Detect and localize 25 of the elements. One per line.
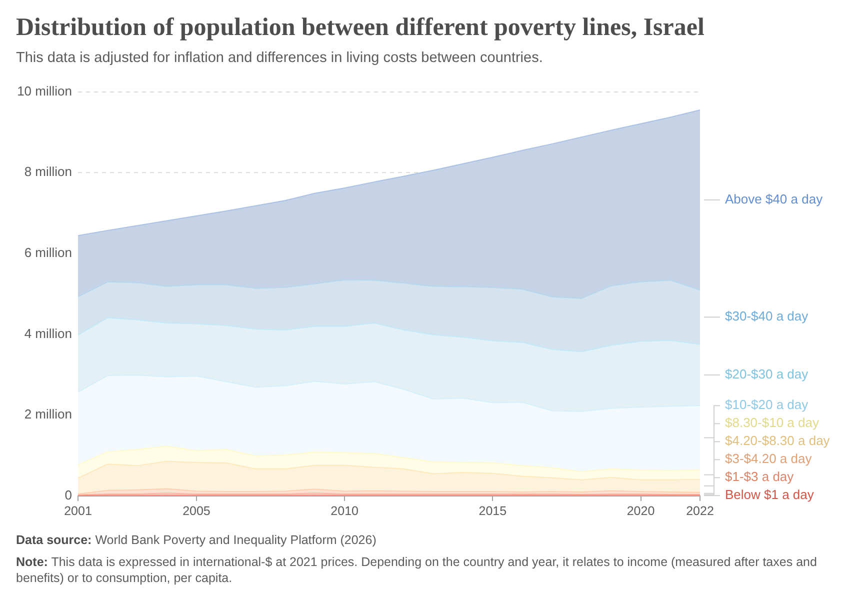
x-tick-label: 2015 [478, 504, 507, 518]
series-label: Above $40 a day [725, 192, 824, 206]
x-tick-label: 2005 [182, 504, 210, 518]
x-tick-label: 2020 [626, 504, 655, 518]
y-tick-label: 0 [64, 488, 72, 503]
y-tick-label: 8 million [24, 164, 72, 180]
series-label: $10-$20 a day [725, 397, 809, 412]
text: $4.20-$8.30 a day [725, 433, 830, 448]
text: Note: This data is expressed in international-$ at 2021 prices. Depending on the country and year, it relates to income (measured after taxes and benefits) or to consumption, per capita. [16, 555, 817, 585]
y-tick-label: 2 million [24, 406, 72, 422]
series-label: Below $1 a day [725, 487, 814, 502]
y-tick-label: 10 million [17, 83, 72, 98]
source-note: Data source: World Bank Poverty and Inequality Platform (2026) [16, 533, 376, 547]
x-tick-label: 2001 [64, 504, 92, 518]
text: $3-$4.20 a day [725, 451, 812, 466]
y-tick-label: 6 million [24, 245, 72, 260]
series-label: $20-$30 a day [725, 366, 809, 382]
x-tick-label: 2010 [330, 504, 359, 518]
series-label: $30-$40 a day [725, 308, 809, 324]
chart-subtitle: This data is adjusted for inflation and differences in living costs between countries. [16, 50, 543, 66]
x-tick-label: 2022 [686, 504, 714, 518]
text: $1-$3 a day [725, 469, 794, 484]
text: $8.30-$10 a day [725, 415, 820, 430]
y-tick-label: 4 million [24, 326, 72, 341]
chart-title: Distribution of population between different poverty lines, Israel [16, 14, 704, 42]
